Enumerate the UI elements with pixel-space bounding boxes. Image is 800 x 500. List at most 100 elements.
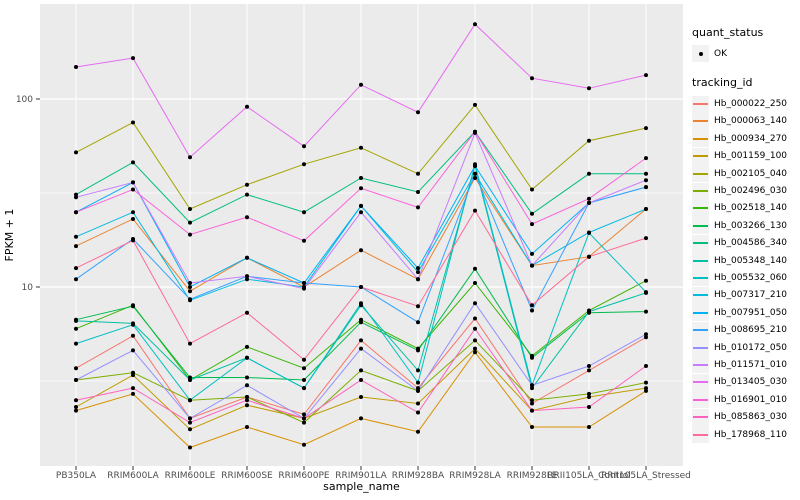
data-point xyxy=(359,338,363,343)
line-key-icon xyxy=(692,95,709,113)
data-point xyxy=(587,309,591,314)
data-point xyxy=(359,203,363,208)
x-tick-label: RRIM600SE xyxy=(221,471,273,481)
data-point xyxy=(74,366,78,371)
data-point xyxy=(587,196,591,201)
data-point xyxy=(188,281,192,285)
data-point xyxy=(302,420,306,425)
x-tick-label: RRII105LA_Control xyxy=(547,471,630,481)
legend-item-label: Hb_007317_210 xyxy=(714,290,788,301)
data-point xyxy=(131,348,135,353)
data-point xyxy=(644,380,648,385)
data-point xyxy=(302,357,306,362)
data-point xyxy=(473,164,477,168)
data-point xyxy=(644,178,648,183)
legend-item-label: Hb_007951_050 xyxy=(714,307,788,318)
data-point xyxy=(644,207,648,211)
data-point xyxy=(302,286,306,291)
data-point xyxy=(644,236,648,241)
data-point xyxy=(188,398,192,403)
data-point xyxy=(530,401,534,406)
data-point xyxy=(359,378,363,382)
data-point xyxy=(416,320,420,325)
x-tick-label: PB350LA xyxy=(56,471,97,481)
data-point xyxy=(245,310,249,315)
data-point xyxy=(131,391,135,396)
legend-item-label: OK xyxy=(714,48,727,59)
data-point xyxy=(359,82,363,87)
line-key-icon xyxy=(692,321,709,339)
data-point xyxy=(587,425,591,429)
data-point xyxy=(587,405,591,409)
line-key-icon xyxy=(692,252,709,270)
legend-item-Hb_085863_030: Hb_085863_030 xyxy=(692,408,798,426)
data-point xyxy=(416,304,420,309)
data-point xyxy=(359,176,363,180)
legend-item-Hb_004586_340: Hb_004586_340 xyxy=(692,234,798,252)
line-key-icon xyxy=(692,426,709,443)
data-point xyxy=(473,102,477,107)
data-point xyxy=(530,303,534,308)
data-point xyxy=(302,238,306,243)
data-point xyxy=(74,266,78,271)
data-point xyxy=(245,104,249,109)
data-point xyxy=(644,386,648,391)
legend-item-label: Hb_002105_040 xyxy=(714,168,788,179)
legend-item-Hb_007317_210: Hb_007317_210 xyxy=(692,286,798,304)
data-point xyxy=(302,281,306,285)
legend-item-Hb_005348_140: Hb_005348_140 xyxy=(692,252,798,270)
data-point xyxy=(416,266,420,271)
legend-item-ok: OK xyxy=(692,45,798,63)
data-point xyxy=(359,368,363,373)
line-key-icon xyxy=(692,304,709,322)
data-point xyxy=(416,270,420,275)
data-point xyxy=(644,388,648,393)
line-key-icon xyxy=(692,182,709,200)
data-point xyxy=(644,171,648,176)
legend-item-label: Hb_013405_030 xyxy=(714,377,788,388)
data-point xyxy=(74,326,78,331)
data-point xyxy=(302,386,306,391)
data-point xyxy=(644,332,648,337)
data-point xyxy=(644,290,648,295)
y-tick-label: 100 xyxy=(16,95,33,105)
legend-item-Hb_011571_010: Hb_011571_010 xyxy=(692,356,798,374)
data-point xyxy=(416,429,420,434)
data-point xyxy=(587,230,591,235)
data-point xyxy=(74,244,78,249)
data-point xyxy=(74,341,78,346)
data-point xyxy=(188,297,192,302)
data-point xyxy=(530,76,534,81)
data-point xyxy=(131,210,135,215)
data-point xyxy=(245,274,249,279)
data-point xyxy=(530,251,534,256)
data-point xyxy=(587,86,591,91)
data-point xyxy=(644,156,648,161)
data-point xyxy=(359,416,363,421)
data-point xyxy=(644,309,648,314)
data-point xyxy=(74,378,78,382)
legend-item-label: Hb_000934_270 xyxy=(714,133,788,144)
data-point xyxy=(188,289,192,294)
data-point xyxy=(245,395,249,399)
data-point xyxy=(74,210,78,215)
data-point xyxy=(131,56,135,61)
legend-item-label: Hb_178968_110 xyxy=(714,429,788,440)
data-point xyxy=(188,232,192,237)
data-point xyxy=(74,398,78,403)
line-key-icon xyxy=(692,112,709,130)
data-point xyxy=(359,248,363,253)
data-point xyxy=(131,304,135,309)
data-point xyxy=(245,425,249,429)
line-key-icon xyxy=(692,217,709,235)
point-key-icon xyxy=(692,45,709,63)
legend-item-Hb_003266_130: Hb_003266_130 xyxy=(692,217,798,235)
data-point xyxy=(644,73,648,78)
data-point xyxy=(302,162,306,167)
data-point xyxy=(359,301,363,306)
data-point xyxy=(644,335,648,340)
data-point xyxy=(416,368,420,373)
data-point xyxy=(473,316,477,321)
x-tick-label: RRIM928LA xyxy=(449,471,501,481)
